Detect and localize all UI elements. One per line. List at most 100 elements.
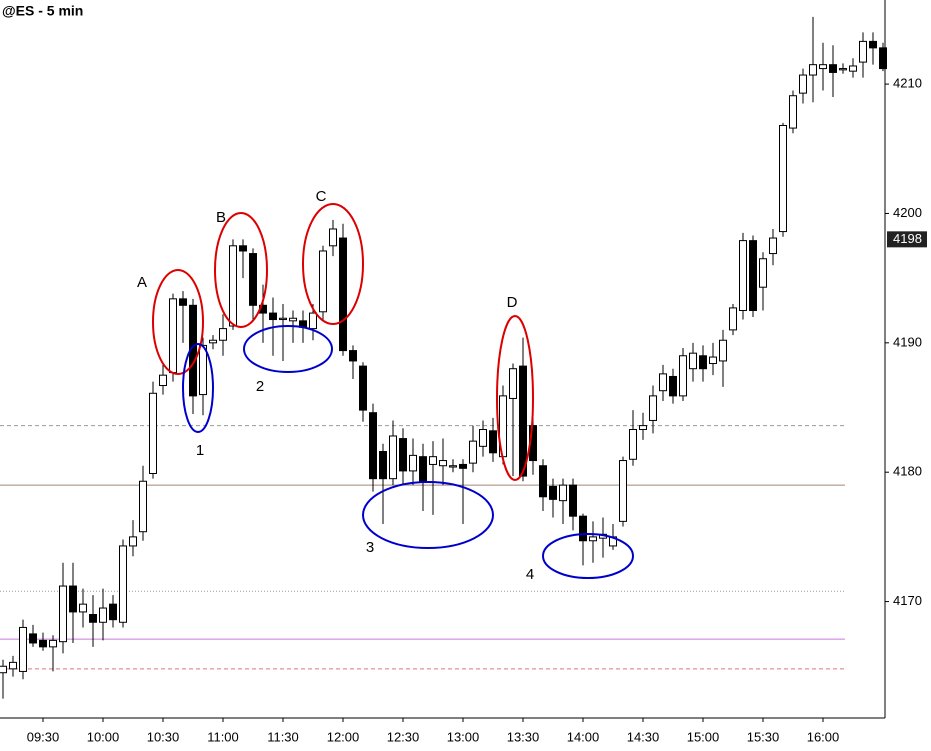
candle-body (769, 237, 777, 255)
x-tick-label: 15:30 (747, 729, 780, 744)
candle-body (439, 460, 447, 467)
candle-body (569, 484, 577, 517)
annotation-ellipse (496, 315, 534, 481)
annotation-label: D (507, 294, 518, 311)
candle-body (19, 626, 27, 672)
candle-body (459, 463, 467, 469)
candle-body (219, 328, 227, 341)
candle-body (319, 250, 327, 313)
annotation-label: C (316, 188, 327, 205)
candle-body (559, 484, 567, 502)
x-tick-label: 11:30 (267, 729, 299, 744)
candle-body (589, 536, 597, 542)
chart-title: @ES - 5 min (2, 3, 83, 19)
candle-body (409, 454, 417, 472)
candle-body (109, 603, 117, 621)
x-tick-label: 14:00 (567, 729, 600, 744)
annotation-ellipse (542, 533, 634, 579)
candle-body (359, 365, 367, 411)
candle-body (429, 456, 437, 465)
candle-body (159, 374, 167, 387)
annotation-label: 2 (256, 378, 264, 395)
candle-body (869, 40, 877, 49)
candle-body (399, 438, 407, 472)
x-tick-label: 10:30 (147, 729, 180, 744)
candle-body (549, 485, 557, 500)
candle-body (229, 245, 237, 327)
y-tick-label: 4200 (893, 205, 922, 220)
candle-body (89, 614, 97, 623)
candle-body (539, 465, 547, 498)
annotation-label: 3 (366, 539, 374, 556)
candle-body (309, 312, 317, 330)
candle-body (339, 237, 347, 352)
candle-body (379, 450, 387, 480)
candle-body (99, 607, 107, 623)
candle-body (469, 440, 477, 464)
candle-body (759, 258, 767, 288)
x-tick-label: 10:00 (87, 729, 120, 744)
candle-body (29, 633, 37, 644)
y-tick-label: 4170 (893, 593, 922, 608)
candle-body (209, 339, 217, 344)
y-tick-label: 4210 (893, 76, 922, 91)
candle-body (789, 95, 797, 129)
candle-body (249, 253, 257, 306)
annotation-label: A (137, 274, 147, 291)
candle-body (179, 298, 187, 306)
candle-body (149, 392, 157, 474)
candle-body (289, 317, 297, 322)
candle-body (819, 64, 827, 70)
candle-body (239, 245, 247, 252)
candle-body (809, 64, 817, 76)
annotation-ellipse (243, 325, 333, 373)
candle-body (729, 307, 737, 331)
candle-body (169, 298, 177, 374)
candle-body (199, 344, 207, 396)
x-tick-label: 15:00 (687, 729, 720, 744)
annotation-label: 1 (196, 442, 204, 459)
candle-body (839, 68, 847, 71)
candle-body (419, 456, 427, 482)
candle-body (489, 430, 497, 454)
candle-body (389, 435, 397, 480)
candle-body (269, 312, 277, 321)
candle-body (879, 47, 887, 70)
annotation-ellipse (152, 269, 204, 375)
candle-body (79, 603, 87, 613)
candle-body (799, 74, 807, 94)
price-marker-box (887, 231, 927, 248)
candle-body (139, 480, 147, 533)
candle-body (709, 356, 717, 365)
candle-body (59, 585, 67, 643)
candle-body (749, 240, 757, 311)
candle-body (519, 365, 527, 477)
candle-body (679, 355, 687, 397)
candle-body (449, 465, 457, 468)
candle-body (619, 460, 627, 522)
annotation-label: B (216, 209, 226, 226)
candle-body (129, 536, 137, 547)
x-tick-label: 09:30 (27, 729, 60, 744)
candle-body (0, 665, 7, 674)
x-tick-label: 12:00 (327, 729, 360, 744)
candle-body (779, 124, 787, 233)
x-tick-label: 11:00 (207, 729, 239, 744)
candle-body (719, 339, 727, 362)
candle-body (349, 350, 357, 362)
x-tick-label: 13:30 (507, 729, 540, 744)
x-tick-label: 16:00 (807, 729, 840, 744)
candle-body (649, 395, 657, 421)
annotation-ellipse (214, 212, 268, 328)
candle-body (689, 352, 697, 370)
candle-body (659, 373, 667, 392)
candle-body (829, 64, 837, 73)
x-tick-label: 12:30 (387, 729, 420, 744)
y-tick-label: 4180 (893, 464, 922, 479)
candle-body (859, 40, 867, 63)
candle-body (9, 661, 17, 670)
annotation-ellipse (182, 343, 214, 433)
candle-body (509, 368, 517, 399)
x-tick-label: 14:30 (627, 729, 660, 744)
